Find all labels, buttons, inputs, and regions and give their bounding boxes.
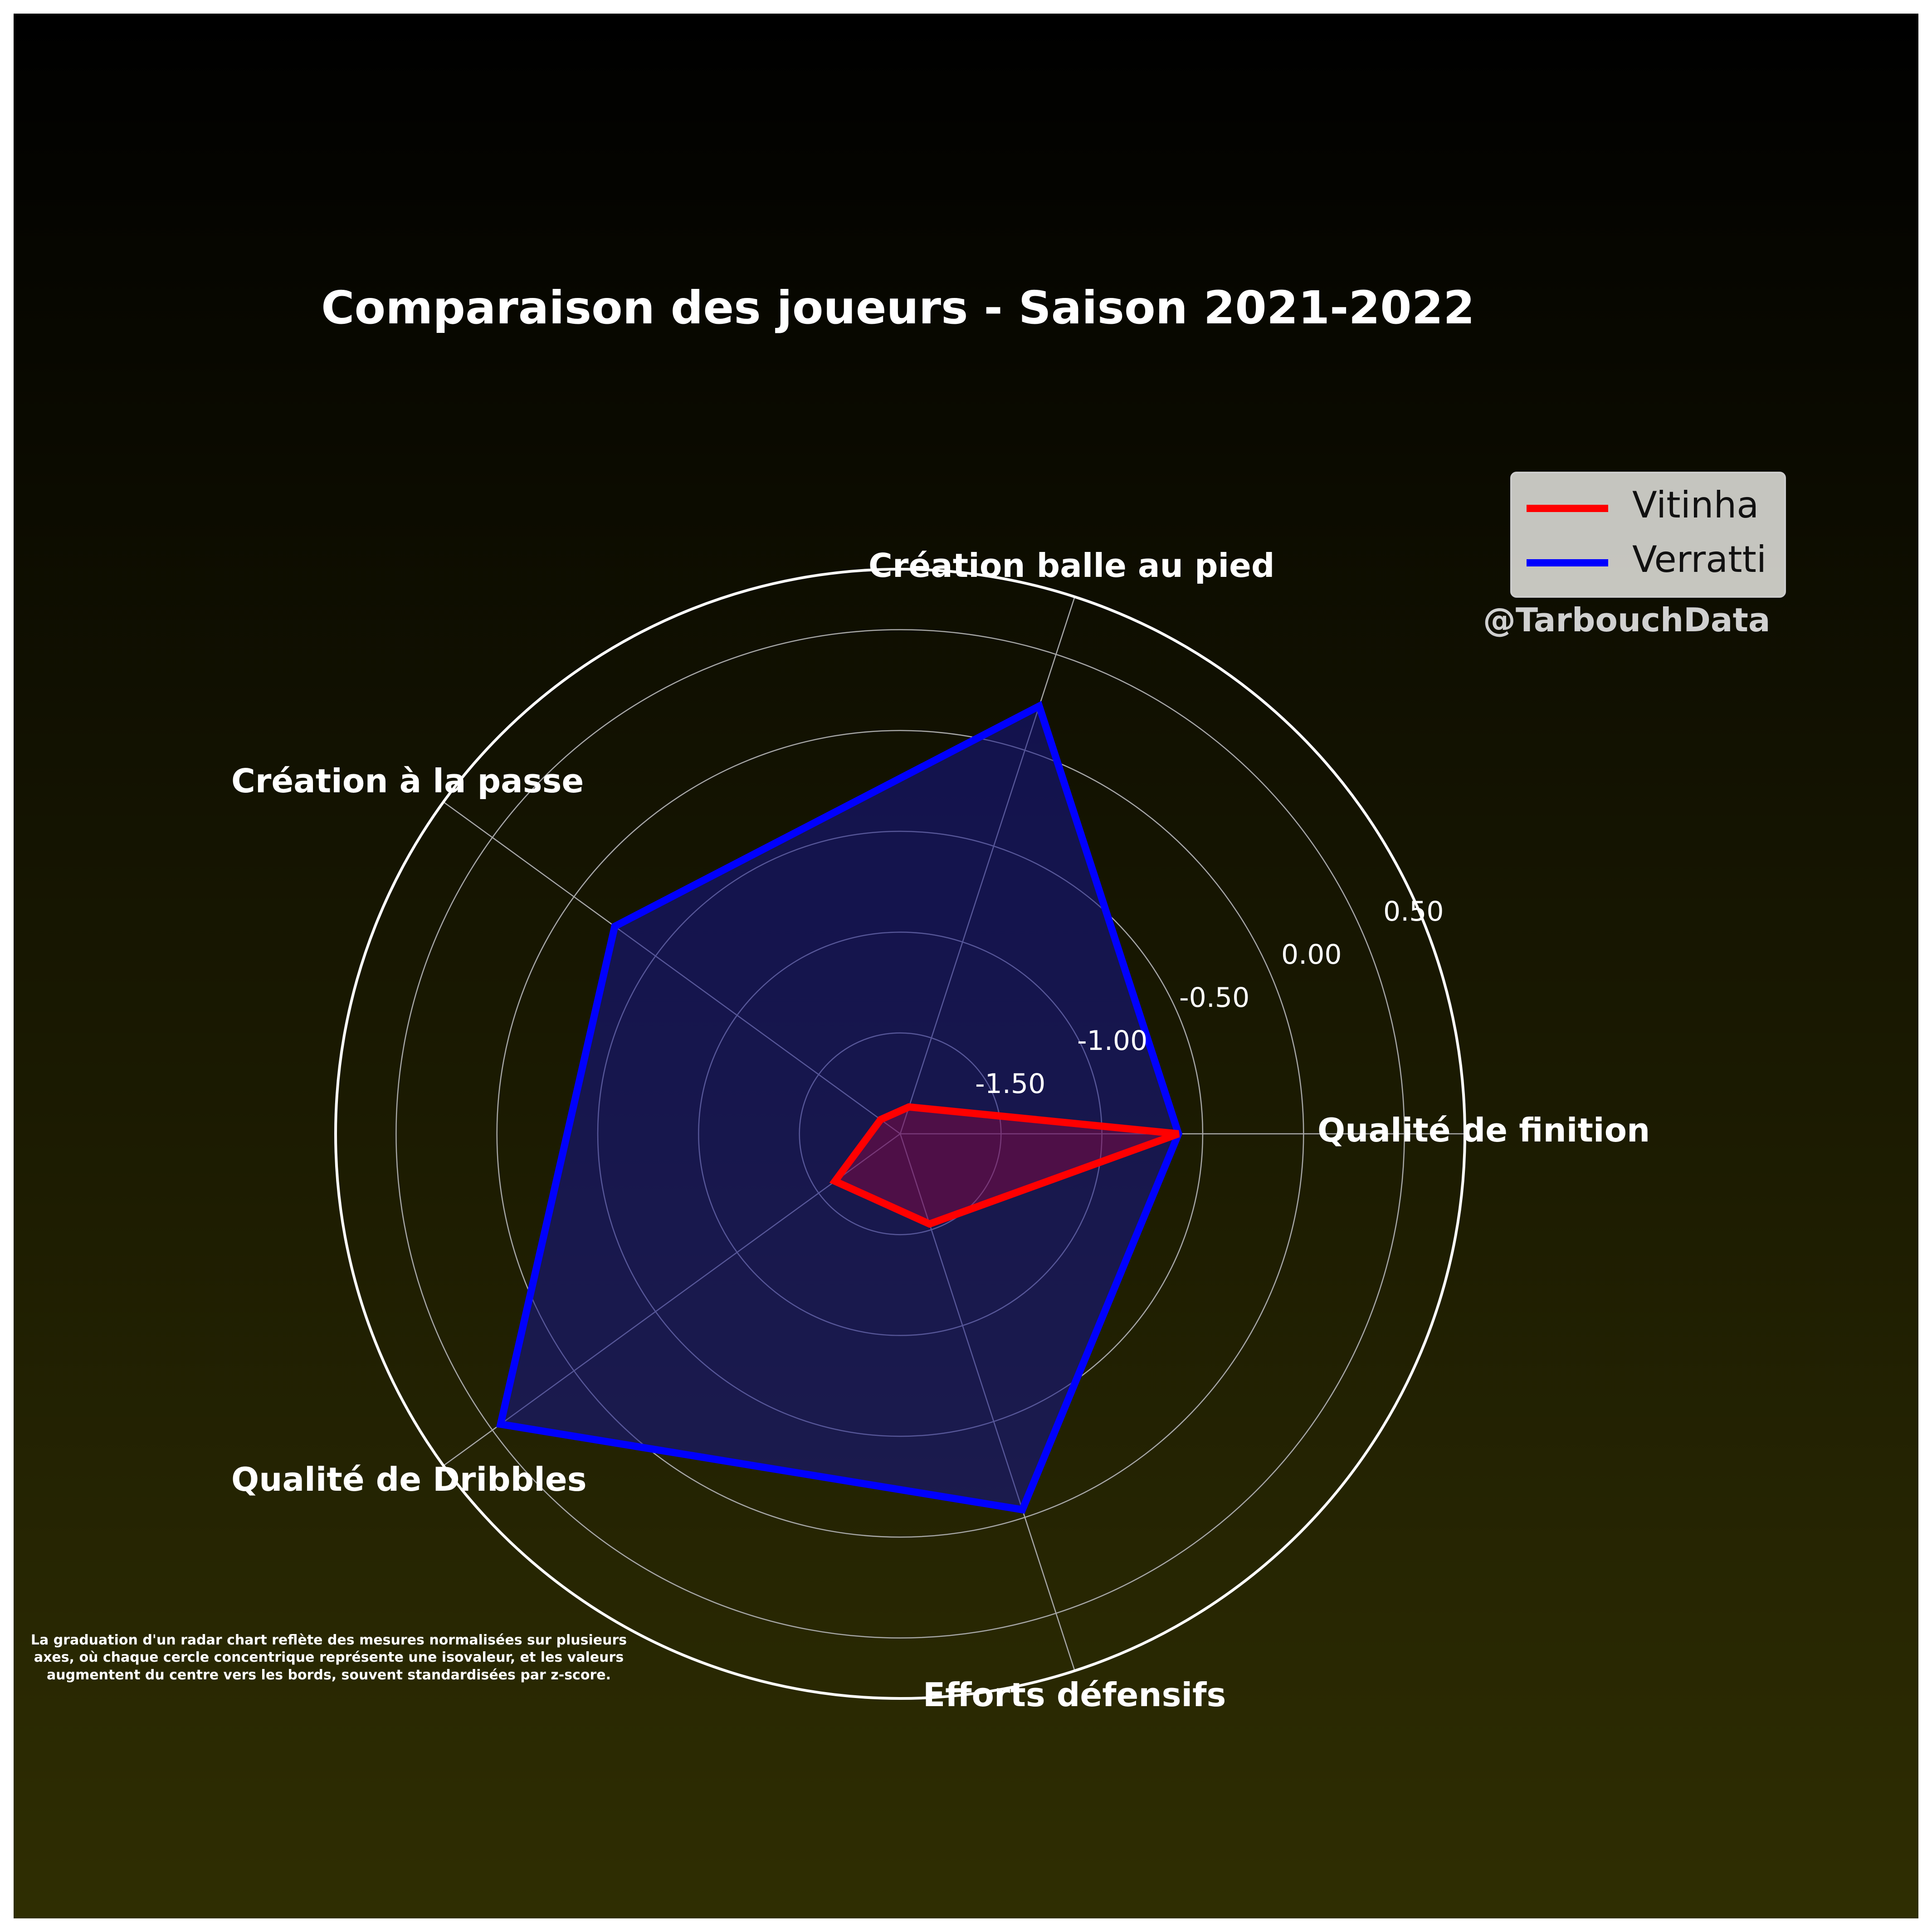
tick-label: 0.00 — [1281, 939, 1342, 971]
axis-label-balle-au-pied: Création balle au pied — [868, 546, 1275, 585]
footnote: La graduation d'un radar chart reflète d… — [30, 1632, 627, 1683]
outer-circle — [334, 568, 1466, 1700]
series-area-verratti — [500, 706, 1179, 1510]
tick-label: -1.00 — [1077, 1025, 1148, 1057]
legend-swatch-verratti — [1527, 559, 1608, 566]
legend-item-vitinha: Vitinha — [1512, 480, 1784, 535]
series-area-vitinha — [835, 1107, 1179, 1224]
legend-item-verratti: Verratti — [1512, 535, 1784, 589]
tick-label: 0.50 — [1383, 896, 1444, 927]
chart-title: Comparaison des joueurs - Saison 2021-20… — [321, 281, 1475, 334]
watermark: @TarbouchData — [1483, 601, 1771, 639]
legend-label-vitinha: Vitinha — [1632, 484, 1759, 526]
legend-label-verratti: Verratti — [1632, 538, 1767, 581]
axis-label-defense: Efforts défensifs — [923, 1676, 1226, 1714]
legend-swatch-vitinha — [1527, 505, 1608, 512]
axis-label-passe: Création à la passe — [231, 762, 584, 800]
series-line-verratti — [496, 701, 1183, 1514]
legend: Vitinha Verratti — [1510, 472, 1786, 598]
axis-label-finition: Qualité de finition — [1317, 1111, 1650, 1149]
series-line-vitinha — [829, 1103, 1180, 1228]
tick-label: -0.50 — [1179, 982, 1250, 1014]
axis-label-dribbles: Qualité de Dribbles — [231, 1460, 587, 1498]
tick-label: -1.50 — [975, 1068, 1046, 1100]
